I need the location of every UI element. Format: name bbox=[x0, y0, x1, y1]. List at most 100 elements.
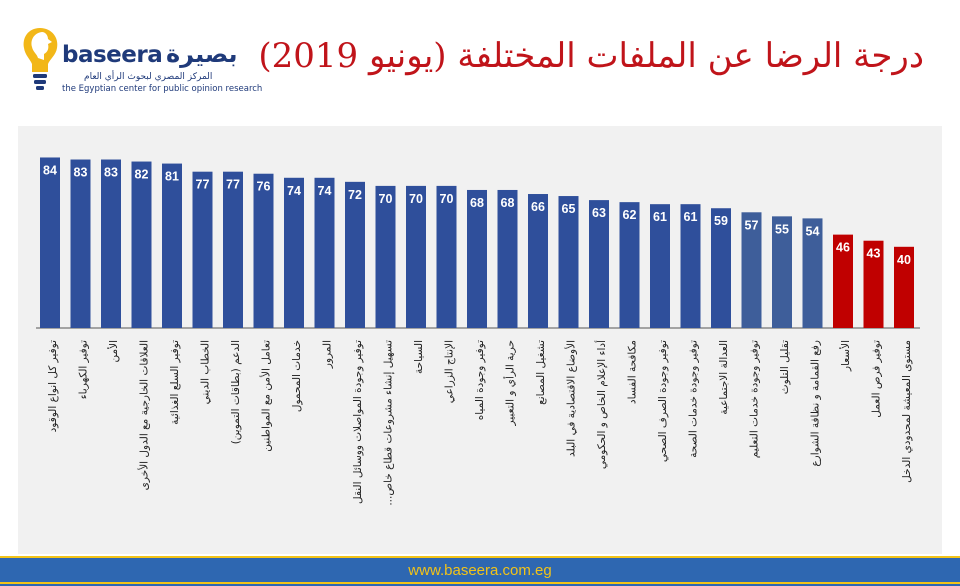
logo-wordmark-arabic: بصيرة bbox=[166, 40, 238, 68]
category-label: المرور bbox=[322, 340, 334, 369]
category-label: مكافحة الفساد bbox=[627, 340, 639, 404]
bar bbox=[314, 177, 335, 328]
category-label: السياحة bbox=[413, 340, 425, 374]
bar bbox=[528, 194, 548, 328]
category-label: توفير وجودة المياه bbox=[474, 340, 486, 420]
data-label: 74 bbox=[287, 184, 301, 198]
data-label: 68 bbox=[470, 196, 484, 210]
bar bbox=[741, 212, 762, 328]
data-label: 43 bbox=[867, 247, 881, 261]
data-label: 61 bbox=[653, 210, 667, 224]
category-label: الأمن bbox=[107, 340, 120, 363]
bar bbox=[772, 216, 792, 328]
category-label: الأوضاع الاقتصادية في البلد bbox=[565, 340, 578, 457]
data-label: 72 bbox=[348, 188, 362, 202]
category-label: توفير وجودة المواصلات ووسائل النقل bbox=[352, 340, 364, 504]
lightbulb-head-icon bbox=[23, 28, 58, 90]
category-label: الأسعار bbox=[839, 340, 852, 372]
logo-tagline-arabic: المركز المصري لبحوث الرأي العام bbox=[84, 72, 213, 82]
category-label: تسهيل إنشاء مشروعات قطاع خاص... bbox=[383, 340, 395, 506]
baseera-logo: baseera بصيرة المركز المصري لبحوث الرأي … bbox=[18, 24, 262, 104]
bar bbox=[284, 177, 304, 328]
bar bbox=[497, 189, 518, 328]
data-label: 82 bbox=[135, 168, 149, 182]
bar bbox=[833, 234, 853, 328]
category-label: توفير السلع الغذائية bbox=[169, 340, 181, 425]
category-label: العدالة الاجتماعية bbox=[718, 340, 730, 415]
category-label: توفير وجودة الصرف الصحي bbox=[657, 340, 669, 462]
category-label: أداء الإعلام الخاص و الحكومي bbox=[594, 340, 608, 469]
data-label: 40 bbox=[897, 253, 911, 267]
data-label: 61 bbox=[684, 210, 698, 224]
bar bbox=[863, 240, 884, 328]
slide-header: baseera بصيرة المركز المصري لبحوث الرأي … bbox=[0, 0, 960, 120]
category-label: حرية الرأي و التعبير bbox=[503, 340, 517, 426]
data-label: 83 bbox=[74, 166, 88, 180]
category-label: توفير وجودة خدمات الصحة bbox=[688, 340, 700, 458]
data-label: 81 bbox=[165, 170, 179, 184]
bar bbox=[253, 173, 274, 328]
category-label: الإنتاج الزراعي bbox=[444, 340, 456, 403]
footer-url[interactable]: www.baseera.com.eg bbox=[408, 562, 552, 579]
bar bbox=[345, 181, 365, 328]
bar bbox=[101, 159, 121, 328]
footer-bottom-stripe bbox=[0, 582, 960, 584]
data-label: 76 bbox=[257, 180, 271, 194]
category-label: العلاقات الخارجية مع الدول الأخرى bbox=[138, 340, 151, 490]
data-label: 70 bbox=[440, 192, 454, 206]
bar bbox=[894, 246, 914, 328]
bar bbox=[70, 159, 91, 328]
bar bbox=[375, 185, 396, 328]
category-label: تقليل التلوث bbox=[779, 340, 791, 394]
footer-bar: www.baseera.com.eg bbox=[0, 556, 960, 586]
category-label: توفير فرص العمل bbox=[871, 340, 883, 418]
logo-wordmark: baseera bbox=[62, 42, 163, 68]
data-label: 65 bbox=[562, 202, 576, 216]
bar bbox=[406, 185, 426, 328]
bar bbox=[619, 202, 640, 328]
footer-top-stripe bbox=[0, 556, 960, 558]
bar bbox=[223, 171, 243, 328]
bar bbox=[162, 163, 182, 328]
data-label: 70 bbox=[409, 192, 423, 206]
category-label: رفع القمامة و نظافة الشوارع bbox=[810, 340, 822, 467]
data-label: 70 bbox=[379, 192, 393, 206]
data-label: 55 bbox=[775, 222, 789, 236]
bar bbox=[192, 171, 213, 328]
bar bbox=[467, 189, 487, 328]
data-label: 66 bbox=[531, 200, 545, 214]
data-label: 84 bbox=[43, 163, 57, 177]
category-label: مستوى المعيشة لمحدودي الدخل bbox=[901, 340, 913, 483]
data-label: 62 bbox=[623, 208, 637, 222]
bar bbox=[131, 161, 152, 328]
data-label: 77 bbox=[226, 178, 240, 192]
bar bbox=[650, 204, 670, 328]
bar bbox=[680, 204, 701, 328]
logo-tagline-english: the Egyptian center for public opinion r… bbox=[62, 84, 263, 94]
data-label: 59 bbox=[714, 214, 728, 228]
bar bbox=[436, 185, 457, 328]
data-label: 68 bbox=[501, 196, 515, 210]
bar bbox=[589, 200, 609, 328]
category-label: توفير وجودة خدمات التعليم bbox=[749, 340, 761, 458]
data-label: 77 bbox=[196, 178, 210, 192]
bar bbox=[558, 196, 579, 328]
chart-panel: 84 توفير كل انواع الوقود 83 توفير الكهرباء 8… bbox=[18, 126, 942, 554]
data-label: 46 bbox=[836, 241, 850, 255]
data-label: 57 bbox=[745, 218, 759, 232]
data-label: 74 bbox=[318, 184, 332, 198]
chart-title: درجة الرضا عن الملفات المختلفة (يونيو 20… bbox=[258, 36, 924, 76]
category-label: توفير كل انواع الوقود bbox=[47, 340, 59, 432]
bar bbox=[40, 157, 60, 328]
bar bbox=[802, 218, 823, 328]
data-label: 83 bbox=[104, 166, 118, 180]
category-label: الخطاب الديني bbox=[200, 340, 212, 404]
category-label: تشغيل المصانع bbox=[535, 340, 547, 405]
category-label: خدمات المحمول bbox=[291, 340, 303, 412]
data-label: 63 bbox=[592, 206, 606, 220]
satisfaction-bar-chart: 84 توفير كل انواع الوقود 83 توفير الكهرباء 8… bbox=[36, 157, 920, 506]
bar bbox=[711, 208, 731, 328]
category-label: الدعم (بطاقات التموين) bbox=[230, 340, 242, 444]
category-label: تعامل الأمن مع المواطنين bbox=[260, 340, 273, 452]
data-label: 54 bbox=[806, 224, 820, 238]
